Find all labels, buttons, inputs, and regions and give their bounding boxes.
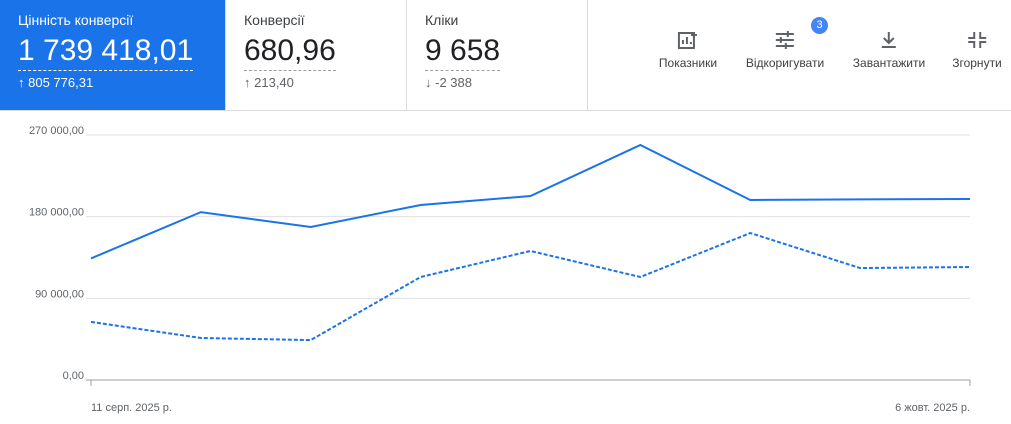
scorecard-title: Кліки <box>425 12 459 28</box>
scorecard[interactable]: Цінність конверсії 1 739 418,01 ↑ 805 77… <box>0 0 226 110</box>
scorecard-change: ↑ 805 776,31 <box>18 75 94 90</box>
toolbar-label: Згорнути <box>952 56 1002 70</box>
toolbar-button[interactable]: Згорнути <box>952 30 1002 70</box>
icon <box>776 31 794 49</box>
series-line <box>90 231 971 342</box>
y-tick-label: 90 000,00 <box>35 288 84 300</box>
scorecard-change: ↓ -2 388 <box>425 75 472 90</box>
toolbar-label: Показники <box>658 56 718 70</box>
scorecard[interactable]: Кліки 9 658 ↓ -2 388 <box>407 0 588 110</box>
scorecard-bar: Цінність конверсії 1 739 418,01 ↑ 805 77… <box>0 0 1011 111</box>
x-tick-label: 6 жовт. 2025 р. <box>895 402 970 414</box>
badge: 3 <box>811 17 828 34</box>
scorecard[interactable]: Конверсії 680,96 ↑ 213,40 <box>226 0 407 110</box>
scorecard-value: 680,96 <box>244 34 336 71</box>
icon <box>882 32 896 48</box>
change-text: 805 776,31 <box>28 75 94 90</box>
icon <box>677 32 697 49</box>
series-line <box>90 143 971 260</box>
change-text: 213,40 <box>254 75 294 90</box>
y-tick-label: 270 000,00 <box>29 125 84 137</box>
toolbar-button[interactable]: Показники <box>659 30 717 70</box>
scorecard-title: Конверсії <box>244 12 305 28</box>
chart: 0,00 90 000,00 180 000,00 270 000,00 11 серп… <box>29 125 971 414</box>
x-tick-label: 11 серп. 2025 р. <box>91 402 172 414</box>
y-tick-label: 0,00 <box>63 370 84 382</box>
toolbar-button[interactable]: Завантажити <box>853 30 925 70</box>
scorecard-value: 1 739 418,01 <box>18 34 194 71</box>
scorecard-change: ↑ 213,40 <box>244 75 294 90</box>
change-text: -2 388 <box>435 75 472 90</box>
y-tick-label: 180 000,00 <box>29 207 84 219</box>
scorecard-title: Цінність конверсії <box>18 12 134 28</box>
toolbar-label: Відкоригувати <box>745 56 825 70</box>
toolbar-button[interactable]: Відкоригувати <box>746 30 824 70</box>
toolbar-label: Завантажити <box>852 56 926 70</box>
icon <box>967 32 986 48</box>
scorecard-value: 9 658 <box>425 34 501 71</box>
